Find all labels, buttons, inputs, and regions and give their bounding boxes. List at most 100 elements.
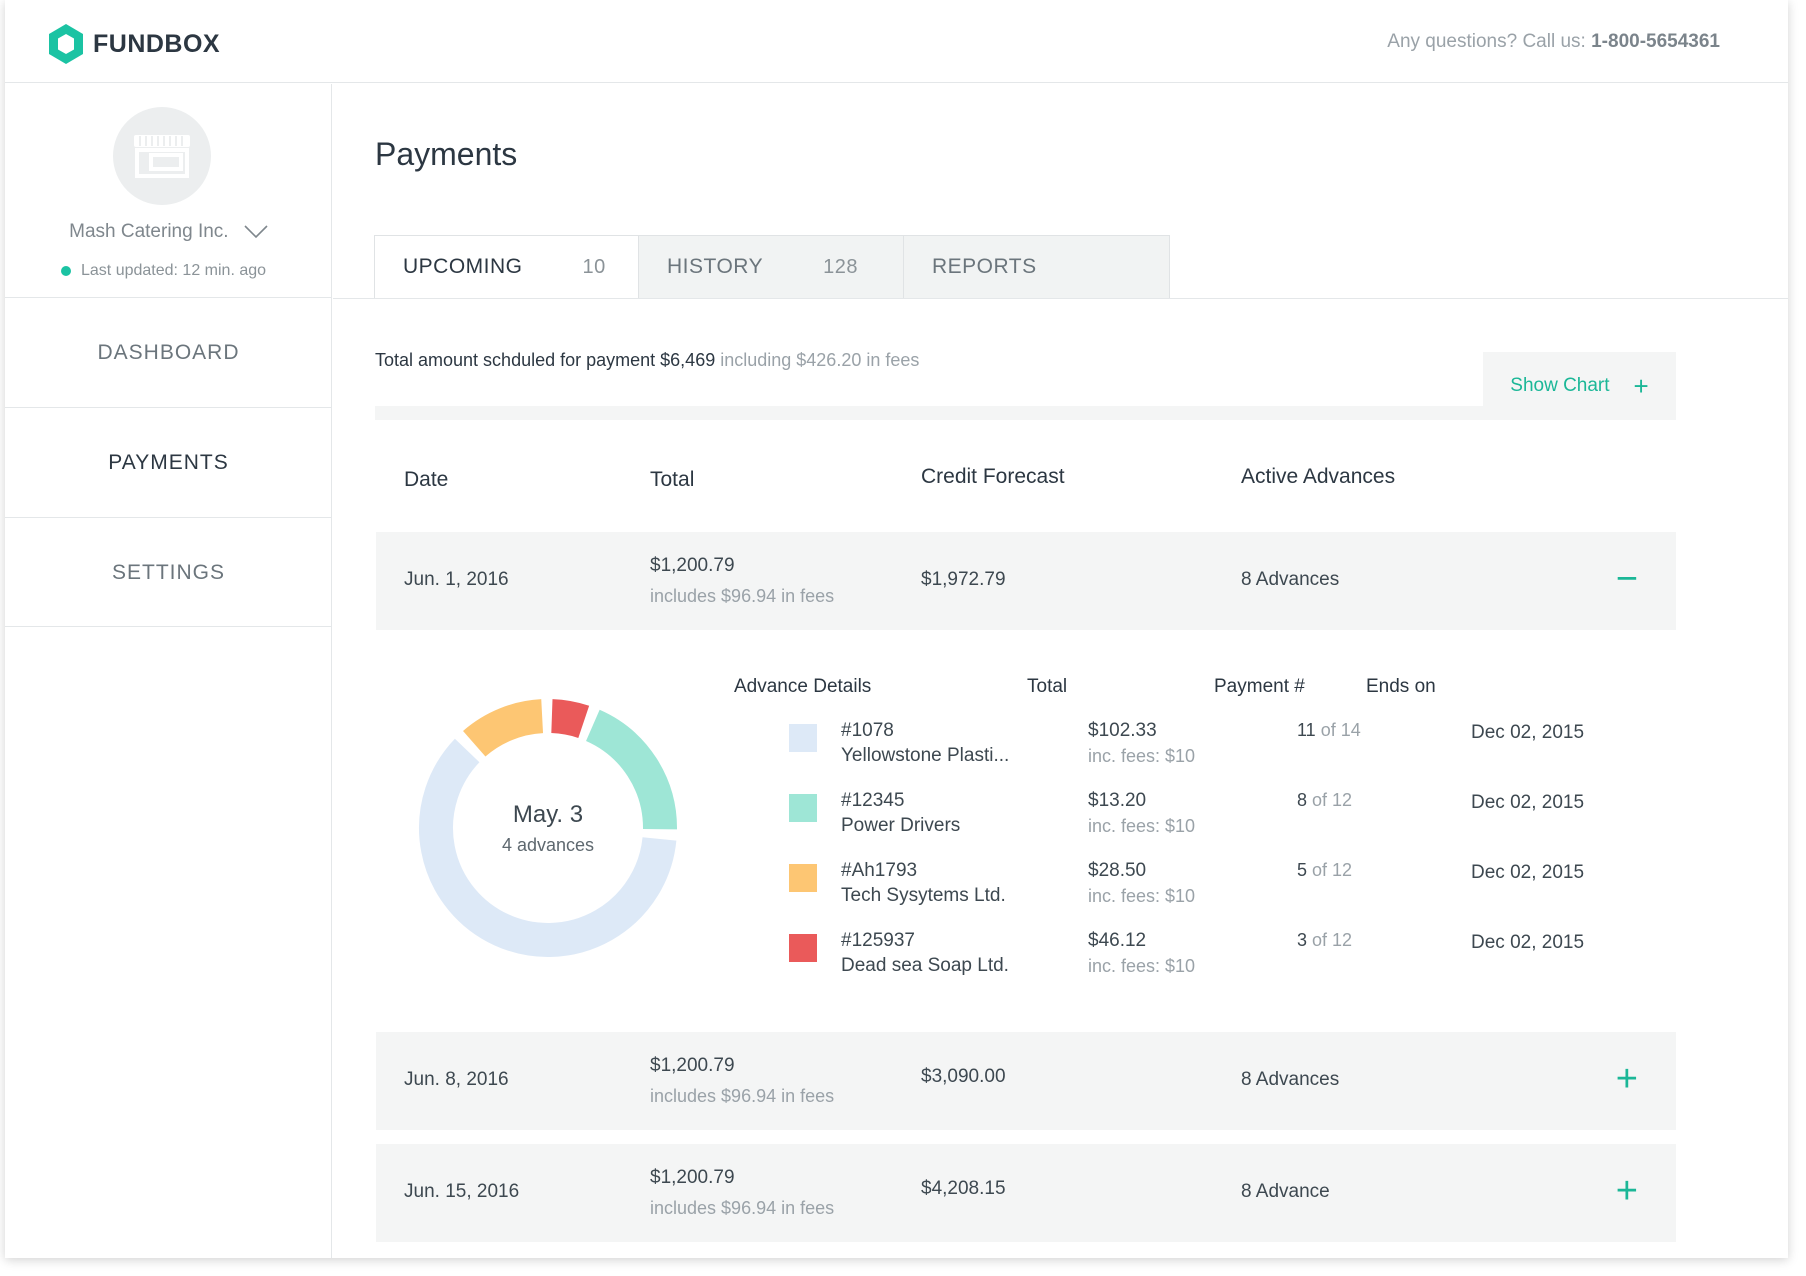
advance-payment-number: 3 of 12 xyxy=(1297,930,1352,951)
expand-icon[interactable]: + xyxy=(1615,1170,1638,1212)
row-total: $1,200.79 xyxy=(650,555,735,576)
column-active-advances: Active Advances xyxy=(1241,465,1396,488)
row-advances: 8 Advances xyxy=(1241,569,1340,590)
header-payment-number: Payment # xyxy=(1214,676,1305,697)
advance-fee: inc. fees: $10 xyxy=(1088,746,1196,766)
row-total: $1,200.79 xyxy=(650,1055,735,1076)
row-date: Jun. 8, 2016 xyxy=(404,1069,509,1090)
donut-slice[interactable] xyxy=(419,738,677,957)
summary-bar xyxy=(375,406,1676,420)
advance-id[interactable]: #1078 xyxy=(841,720,894,741)
payment-total: of 12 xyxy=(1307,860,1353,880)
row-fees: includes $96.94 in fees xyxy=(650,586,835,606)
advance-payment-number: 5 of 12 xyxy=(1297,860,1352,881)
advance-color-swatch xyxy=(789,864,817,892)
last-updated: Last updated: 12 min. ago xyxy=(61,262,266,280)
tab-upcoming-label: UPCOMING xyxy=(403,255,523,278)
payment-total: of 12 xyxy=(1307,790,1353,810)
nav-dashboard[interactable]: DASHBOARD xyxy=(5,297,332,407)
advance-payment-number: 8 of 12 xyxy=(1297,790,1352,811)
tabs-divider xyxy=(333,298,1788,299)
advance-id[interactable]: #12345 xyxy=(841,790,905,811)
status-dot-icon xyxy=(61,266,71,276)
row-date: Jun. 15, 2016 xyxy=(404,1181,520,1202)
advance-color-swatch xyxy=(789,794,817,822)
advance-total: $46.12 xyxy=(1088,930,1147,951)
advance-name: Power Drivers xyxy=(841,815,961,836)
plus-icon: + xyxy=(1633,371,1649,401)
fundbox-logo[interactable]: FUNDBOX xyxy=(47,23,220,65)
row-date: Jun. 1, 2016 xyxy=(404,569,509,590)
advance-fee: inc. fees: $10 xyxy=(1088,816,1196,836)
row-credit: $1,972.79 xyxy=(921,569,1006,590)
row-total: $1,200.79 xyxy=(650,1167,735,1188)
chevron-down-icon xyxy=(244,225,268,239)
advance-color-swatch xyxy=(789,934,817,962)
advance-name: Tech Sysytems Ltd. xyxy=(841,885,1006,906)
main-content: Payments UPCOMING 10 HISTORY 128 REPORTS… xyxy=(333,84,1788,1258)
row-advances: 8 Advances xyxy=(1241,1069,1340,1090)
advance-ends-on: Dec 02, 2015 xyxy=(1471,932,1585,953)
row-credit: $4,208.15 xyxy=(921,1178,1006,1199)
nav-settings[interactable]: SETTINGS xyxy=(5,517,332,627)
collapse-icon[interactable]: − xyxy=(1615,558,1638,600)
payment-summary: Total amount schduled for payment $6,469… xyxy=(375,350,919,371)
last-updated-text: Last updated: 12 min. ago xyxy=(81,262,267,279)
advance-id[interactable]: #125937 xyxy=(841,930,915,951)
advance-total: $28.50 xyxy=(1088,860,1147,881)
company-name: Mash Catering Inc. xyxy=(69,221,229,242)
payment-current: 11 xyxy=(1297,720,1316,740)
header-ends-on: Ends on xyxy=(1366,676,1436,697)
payment-tabs: UPCOMING 10 HISTORY 128 REPORTS xyxy=(374,235,1170,299)
donut-count: 4 advances xyxy=(501,834,595,855)
tab-history-label: HISTORY xyxy=(667,255,764,278)
tab-reports-label: REPORTS xyxy=(932,255,1037,278)
donut-slice[interactable] xyxy=(585,709,677,830)
advance-ends-on: Dec 02, 2015 xyxy=(1471,862,1585,883)
tab-history-count: 128 xyxy=(823,255,858,278)
sidebar: Mash Catering Inc. Last updated: 12 min.… xyxy=(5,84,332,1258)
tab-upcoming-count: 10 xyxy=(582,255,606,278)
advance-fee: inc. fees: $10 xyxy=(1088,956,1196,976)
donut-date: May. 3 xyxy=(512,800,584,828)
hexagon-logo-icon xyxy=(49,24,83,64)
donut-slice[interactable] xyxy=(463,699,544,757)
brand-name: FUNDBOX xyxy=(93,29,221,58)
header-total: Total xyxy=(1027,676,1068,697)
advance-name: Dead sea Soap Ltd. xyxy=(841,955,1009,976)
help-phone[interactable]: 1-800-5654361 xyxy=(1591,31,1720,52)
payment-row[interactable]: Jun. 15, 2016 $1,200.79 includes $96.94 … xyxy=(376,1144,1676,1242)
summary-fees: including $426.20 in fees xyxy=(715,350,920,370)
tab-reports[interactable]: REPORTS xyxy=(904,235,1170,299)
payment-row[interactable]: Jun. 8, 2016 $1,200.79 includes $96.94 i… xyxy=(376,1032,1676,1130)
show-chart-button[interactable]: Show Chart + xyxy=(1483,352,1676,420)
payment-row[interactable]: Jun. 1, 2016 $1,200.79 includes $96.94 i… xyxy=(376,532,1676,630)
advance-total: $13.20 xyxy=(1088,790,1147,811)
advance-payment-number: 11 of 14 xyxy=(1297,720,1361,741)
company-avatar[interactable] xyxy=(113,107,211,205)
summary-total: Total amount schduled for payment $6,469 xyxy=(375,350,716,370)
advance-id[interactable]: #Ah1793 xyxy=(841,860,918,881)
donut-slice[interactable] xyxy=(550,699,590,739)
advances-donut-chart xyxy=(419,699,677,957)
company-selector[interactable]: Mash Catering Inc. xyxy=(5,221,332,243)
header-advance-details: Advance Details xyxy=(734,676,872,697)
advance-details-panel: May. 3 4 advances Advance Details Total … xyxy=(376,632,1676,976)
advance-color-swatch xyxy=(789,724,817,752)
expand-icon[interactable]: + xyxy=(1615,1058,1638,1100)
advance-ends-on: Dec 02, 2015 xyxy=(1471,792,1585,813)
row-advances: 8 Advance xyxy=(1241,1181,1330,1202)
storefront-icon xyxy=(134,135,190,178)
advance-name: Yellowstone Plasti... xyxy=(841,745,1010,766)
row-credit: $3,090.00 xyxy=(921,1066,1006,1087)
advance-fee: inc. fees: $10 xyxy=(1088,886,1196,906)
page-title: Payments xyxy=(375,136,518,172)
tab-upcoming[interactable]: UPCOMING 10 xyxy=(374,235,639,299)
payment-current: 3 xyxy=(1297,930,1308,950)
tab-history[interactable]: HISTORY 128 xyxy=(639,235,904,299)
column-date: Date xyxy=(404,468,449,491)
show-chart-label: Show Chart xyxy=(1510,375,1610,396)
payment-current: 5 xyxy=(1297,860,1308,880)
nav-payments[interactable]: PAYMENTS xyxy=(5,407,332,517)
row-fees: includes $96.94 in fees xyxy=(650,1198,835,1218)
